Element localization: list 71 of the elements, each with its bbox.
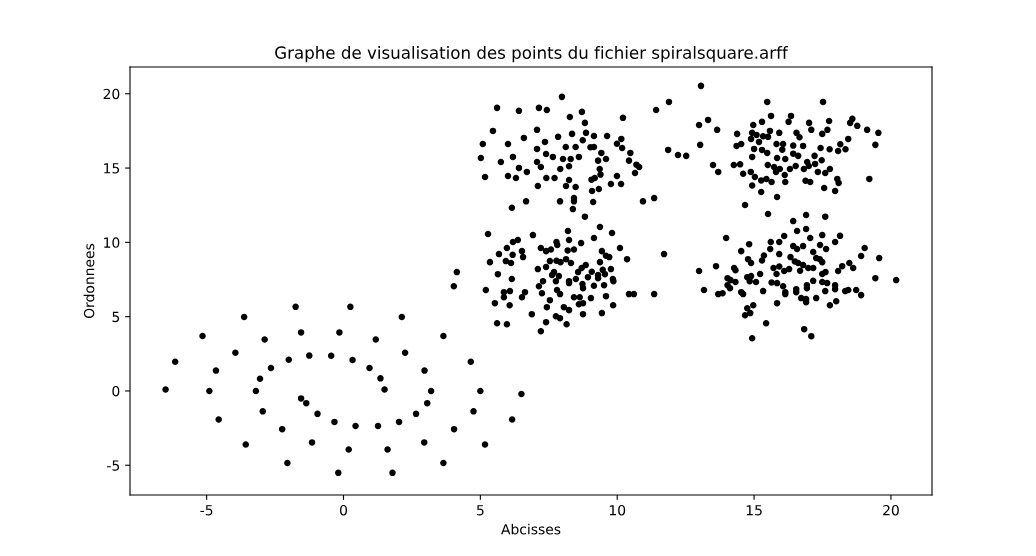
x-tick-label: 10 xyxy=(609,504,626,516)
point xyxy=(481,441,489,448)
point xyxy=(440,459,447,467)
point xyxy=(349,356,356,364)
y-tick-label: -5 xyxy=(107,460,120,471)
point xyxy=(450,425,458,433)
point xyxy=(424,399,431,407)
point xyxy=(352,422,359,430)
y-tick-label: 10 xyxy=(104,237,120,248)
point xyxy=(440,332,447,340)
point xyxy=(518,390,525,398)
y-tick-label: 0 xyxy=(112,385,120,397)
point xyxy=(467,358,475,365)
point xyxy=(389,469,396,477)
point xyxy=(377,375,384,382)
point xyxy=(336,329,343,336)
point xyxy=(372,336,380,343)
point xyxy=(261,336,268,343)
y-tick-label: 20 xyxy=(103,88,120,100)
y-tick-label: 15 xyxy=(104,163,120,174)
point xyxy=(401,349,409,357)
point xyxy=(306,352,313,359)
point xyxy=(314,410,321,418)
point xyxy=(303,399,310,407)
point xyxy=(285,356,293,364)
point xyxy=(345,446,352,453)
point xyxy=(395,418,403,426)
x-tick-label: 5 xyxy=(477,505,484,516)
point xyxy=(508,416,516,423)
point xyxy=(259,408,267,415)
chart-title: Graphe de visualisation des points du fichier spiralsquare.arff xyxy=(275,46,789,63)
point xyxy=(256,375,264,383)
point xyxy=(206,387,213,395)
point xyxy=(297,329,305,336)
point xyxy=(171,358,179,365)
point xyxy=(267,364,275,372)
point xyxy=(215,416,222,423)
point xyxy=(420,439,428,446)
point xyxy=(292,303,299,311)
x-tick-label: 0 xyxy=(340,504,347,516)
point xyxy=(366,364,373,372)
x-tick-label: 15 xyxy=(746,505,762,516)
x-tick-label: 20 xyxy=(883,504,899,516)
point xyxy=(240,313,248,321)
point xyxy=(412,410,420,418)
y-tick-label: 5 xyxy=(112,311,120,323)
point xyxy=(199,332,206,340)
point xyxy=(398,313,406,321)
x-tick-label: -5 xyxy=(200,505,213,516)
y-axis-title: Ordonnees xyxy=(83,243,95,319)
point xyxy=(347,303,354,311)
point xyxy=(212,367,220,374)
point xyxy=(242,441,250,448)
point xyxy=(284,459,291,467)
point xyxy=(308,439,316,446)
point xyxy=(232,349,239,357)
point xyxy=(252,387,260,395)
point xyxy=(335,469,342,477)
point xyxy=(162,386,169,393)
point xyxy=(421,367,428,374)
point xyxy=(374,422,382,430)
point xyxy=(427,387,435,395)
point xyxy=(384,446,391,453)
point xyxy=(297,395,305,402)
x-axis-title: Abcisses xyxy=(501,523,561,535)
point xyxy=(327,352,335,360)
point xyxy=(381,386,388,393)
point xyxy=(470,408,477,415)
point xyxy=(331,418,338,426)
point xyxy=(477,387,484,395)
point xyxy=(278,425,286,433)
